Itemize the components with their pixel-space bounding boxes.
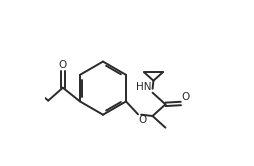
Text: O: O bbox=[139, 115, 147, 125]
Text: HN: HN bbox=[136, 82, 152, 92]
Text: O: O bbox=[182, 92, 190, 102]
Text: O: O bbox=[59, 60, 67, 70]
